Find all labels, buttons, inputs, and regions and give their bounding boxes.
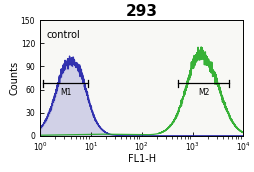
Title: 293: 293 <box>125 4 157 19</box>
Y-axis label: Counts: Counts <box>9 61 19 95</box>
Text: M1: M1 <box>59 88 71 97</box>
Text: M2: M2 <box>197 88 209 97</box>
X-axis label: FL1-H: FL1-H <box>127 154 155 164</box>
Text: control: control <box>46 30 80 40</box>
